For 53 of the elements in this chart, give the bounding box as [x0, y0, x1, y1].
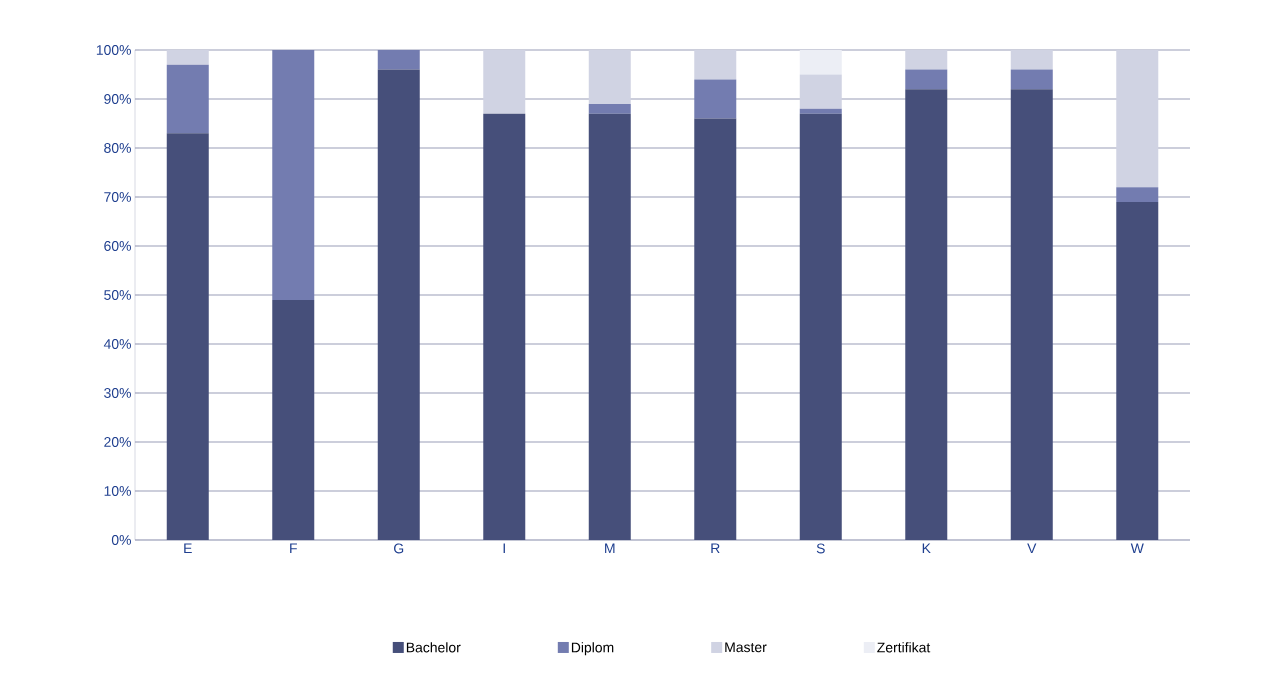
- legend-label: Master: [725, 642, 767, 653]
- bar: [483, 49, 526, 114]
- y-tick-label: 100%: [96, 45, 131, 55]
- bar: [483, 113, 526, 540]
- y-tick-label: 30%: [104, 388, 131, 398]
- bar: [799, 74, 842, 109]
- bar: [588, 49, 631, 104]
- bar: [272, 299, 315, 540]
- y-tick-label: 20%: [104, 437, 131, 447]
- bar: [272, 49, 315, 300]
- x-tick-label: M: [605, 543, 615, 554]
- y-tick-label: 90%: [104, 94, 131, 104]
- y-tick-label: 40%: [103, 339, 131, 349]
- bar: [799, 113, 842, 540]
- bar: [166, 133, 209, 540]
- bar: [905, 49, 948, 70]
- bar: [694, 49, 737, 80]
- y-tick-label: 10%: [104, 486, 131, 496]
- bar: [694, 118, 737, 540]
- bar: [377, 49, 420, 70]
- bar: [799, 108, 842, 114]
- x-tick-label: S: [816, 543, 825, 554]
- y-tick-label: 60%: [104, 241, 131, 251]
- bar: [1010, 69, 1053, 90]
- bar: [166, 64, 209, 134]
- legend-label: Zertifikat: [877, 642, 931, 653]
- bar: [694, 79, 737, 119]
- bar: [905, 69, 948, 90]
- legend-label: Diplom: [571, 642, 614, 656]
- x-tick-label: F: [290, 543, 297, 554]
- bar: [588, 113, 631, 540]
- bar: [1116, 187, 1159, 202]
- y-tick-label: 80%: [104, 143, 131, 153]
- bar: [1010, 89, 1053, 540]
- bar: [1116, 201, 1159, 540]
- x-tick-label: K: [922, 543, 931, 554]
- x-tick-label: V: [1027, 543, 1037, 554]
- bar: [799, 49, 842, 75]
- bar: [588, 103, 631, 114]
- y-tick-label: 50%: [104, 290, 131, 300]
- bar: [377, 69, 420, 540]
- y-tick-label: 0%: [111, 535, 131, 545]
- x-tick-label: G: [394, 543, 404, 554]
- x-tick-label: W: [1130, 543, 1144, 554]
- y-tick-label: 70%: [104, 192, 131, 202]
- x-tick-label: R: [711, 543, 720, 554]
- legend-label: Bachelor: [406, 642, 461, 653]
- x-tick-label: E: [184, 543, 192, 554]
- bar: [905, 89, 948, 540]
- bar: [1116, 49, 1159, 188]
- bar: [166, 49, 209, 65]
- x-tick-label: I: [503, 543, 505, 554]
- bar: [1010, 49, 1053, 70]
